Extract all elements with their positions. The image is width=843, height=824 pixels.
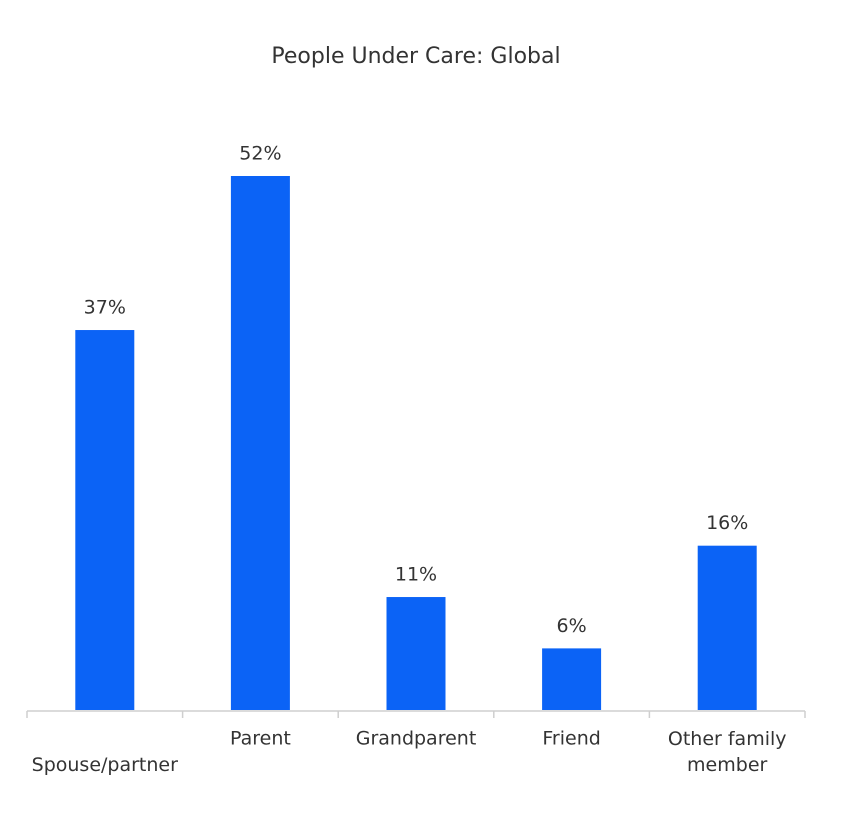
- bar: [542, 648, 602, 710]
- x-tick-label: Other family member: [668, 728, 787, 776]
- x-tick-label: Grandparent: [356, 728, 477, 750]
- value-label: 37%: [84, 297, 126, 319]
- x-tick-label: Spouse/partner: [32, 754, 178, 776]
- bar: [230, 176, 290, 710]
- value-label: 6%: [557, 615, 587, 637]
- bar: [386, 597, 446, 710]
- x-tick-label: Parent: [230, 728, 291, 750]
- bar: [697, 545, 757, 710]
- bar: [75, 330, 135, 710]
- value-label: 11%: [395, 564, 437, 586]
- chart-title: People Under Care: Global: [271, 44, 560, 69]
- value-label: 16%: [706, 512, 748, 534]
- x-tick-label: Friend: [542, 728, 600, 750]
- value-label: 52%: [239, 143, 281, 165]
